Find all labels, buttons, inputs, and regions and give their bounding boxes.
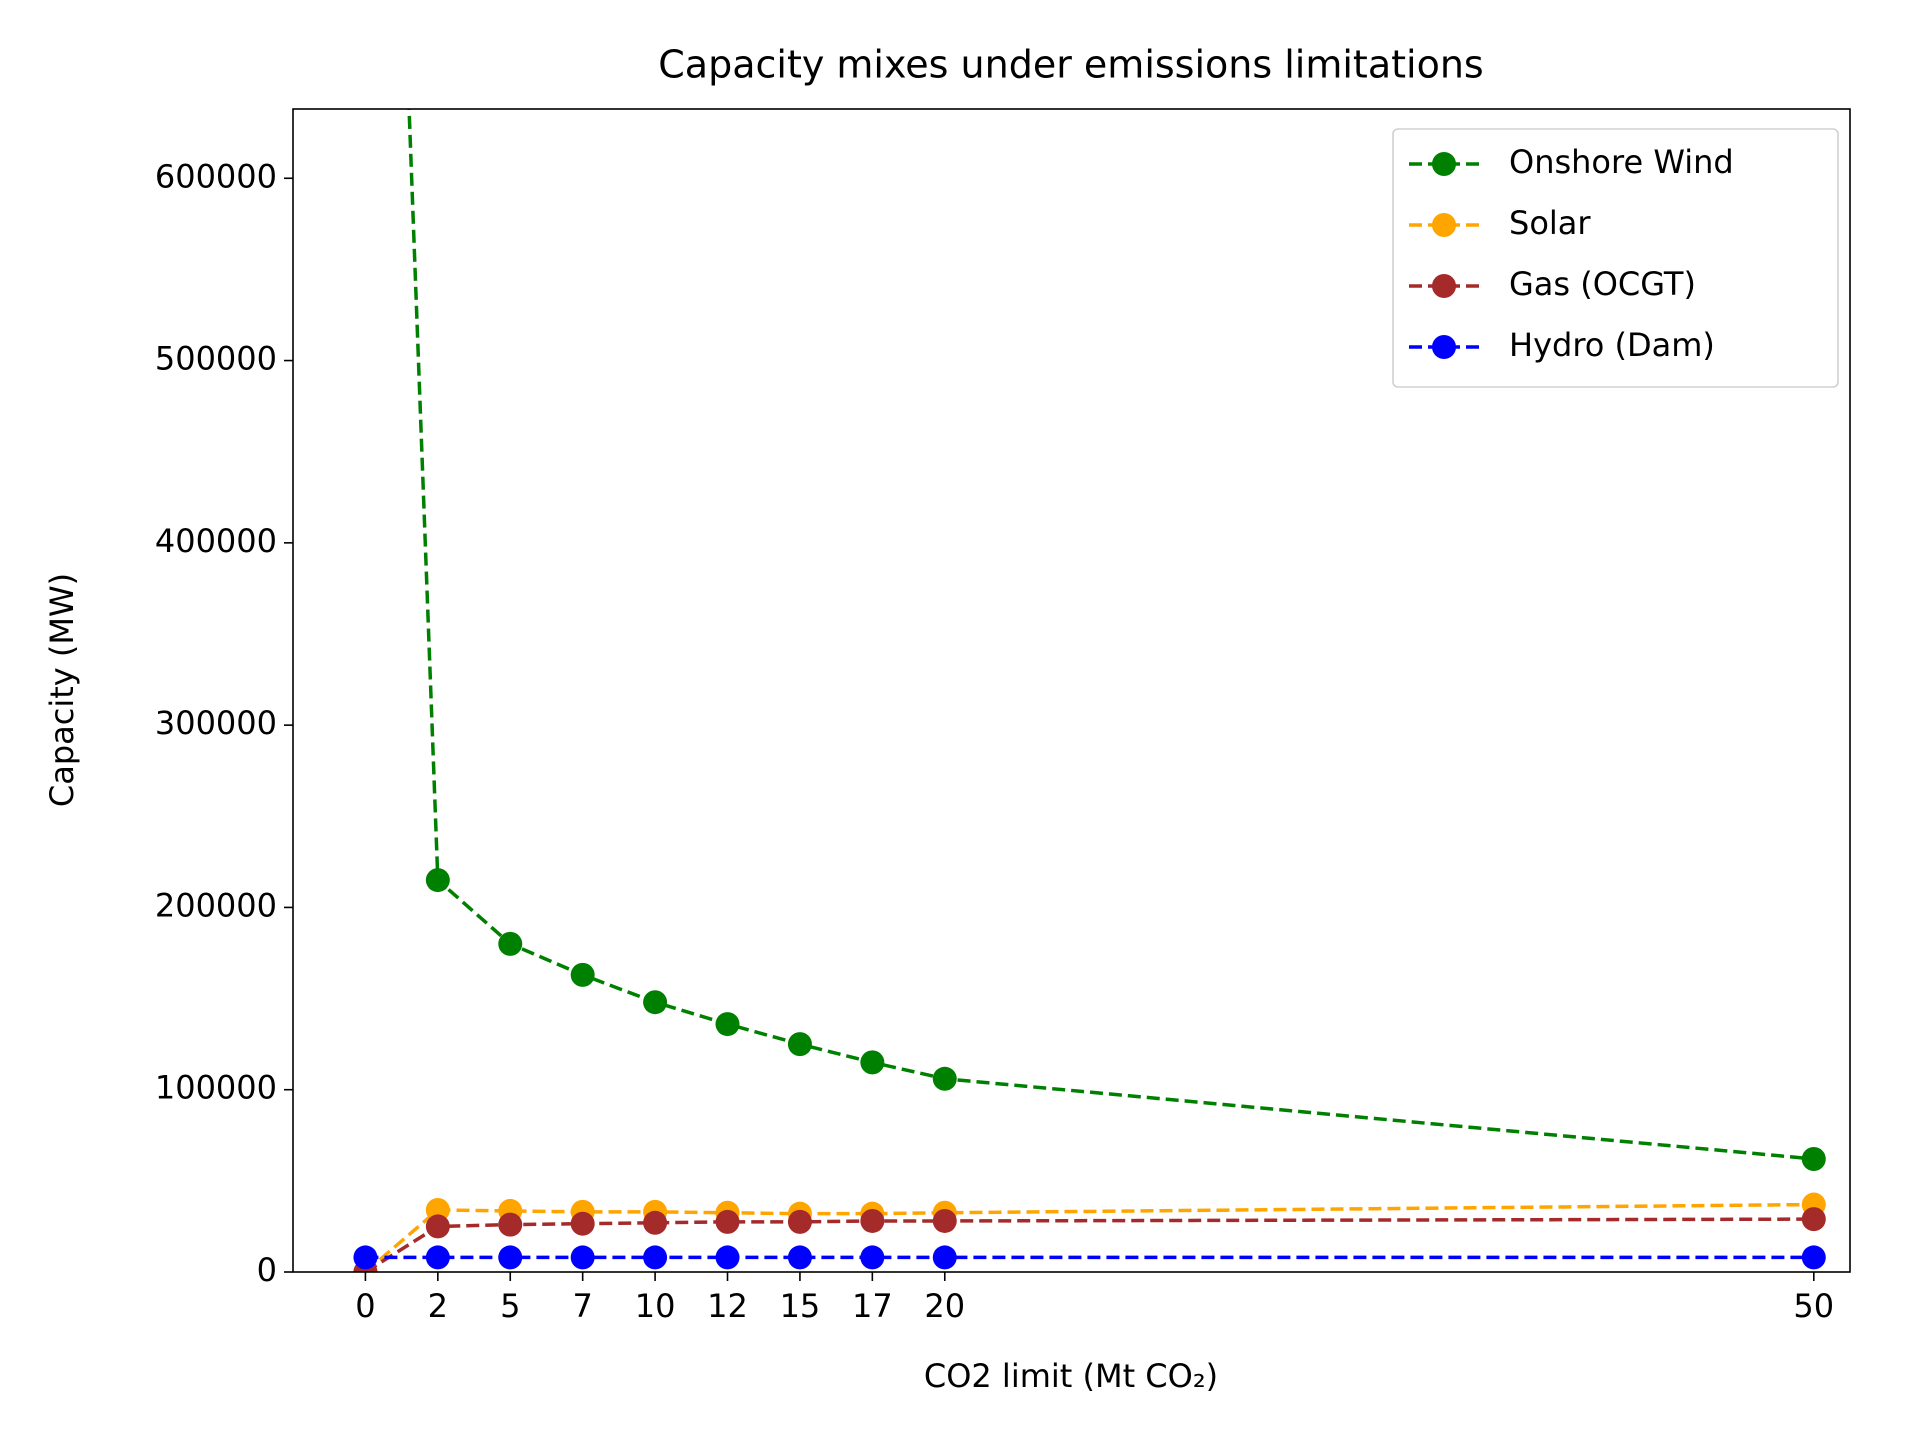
series-marker — [425, 868, 450, 893]
x-tick-label: 15 — [780, 1287, 821, 1325]
series-marker — [787, 1209, 812, 1234]
series-marker — [787, 1032, 812, 1057]
series-marker — [932, 1245, 957, 1270]
y-tick-label: 200000 — [155, 886, 277, 924]
series-marker — [498, 931, 523, 956]
series-marker — [570, 1211, 595, 1236]
y-tick-label: 100000 — [155, 1069, 277, 1107]
series-marker — [715, 1012, 740, 1037]
legend-marker — [1432, 335, 1456, 359]
series-marker — [932, 1066, 957, 1091]
series-marker — [715, 1209, 740, 1234]
series-line — [364, 1202, 1814, 1272]
series-marker — [570, 962, 595, 987]
series-marker — [932, 1208, 957, 1233]
series-line — [364, 1217, 1814, 1272]
chart-title: Capacity mixes under emissions limitatio… — [658, 43, 1483, 87]
series-marker — [498, 1245, 523, 1270]
x-axis-label: CO2 limit (Mt CO₂) — [924, 1357, 1218, 1395]
x-tick-label: 2 — [428, 1287, 448, 1325]
legend-label: Solar — [1509, 204, 1591, 242]
x-tick-label: 17 — [852, 1287, 893, 1325]
series-marker — [498, 1212, 523, 1237]
legend-marker — [1432, 213, 1456, 237]
x-tick-label: 50 — [1793, 1287, 1834, 1325]
y-axis-label: Capacity (MW) — [43, 573, 81, 807]
legend-label: Hydro (Dam) — [1509, 326, 1715, 364]
series-marker — [787, 1245, 812, 1270]
series-marker — [570, 1245, 595, 1270]
series-marker — [1801, 1245, 1826, 1270]
series-marker — [860, 1050, 885, 1075]
series-marker — [715, 1245, 740, 1270]
x-tick-label: 12 — [707, 1287, 748, 1325]
x-tick-label: 10 — [635, 1287, 676, 1325]
y-tick-label: 0 — [257, 1251, 277, 1289]
series-marker — [425, 1214, 450, 1239]
series-line — [407, 109, 1814, 1161]
series-marker — [643, 1245, 668, 1270]
series-marker — [425, 1198, 450, 1223]
x-tick-label: 20 — [924, 1287, 965, 1325]
plot-frame — [292, 108, 1851, 1273]
legend-marker — [1432, 152, 1456, 176]
y-tick-label: 600000 — [155, 157, 277, 195]
series-marker — [860, 1245, 885, 1270]
x-tick-label: 5 — [500, 1287, 520, 1325]
plot-area — [353, 109, 1826, 1272]
series-marker — [860, 1208, 885, 1233]
series-marker — [353, 1245, 378, 1270]
legend-label: Onshore Wind — [1509, 143, 1734, 181]
legend-box — [1392, 128, 1839, 388]
y-tick-label: 400000 — [155, 522, 277, 560]
x-tick-label: 0 — [355, 1287, 375, 1325]
series-marker — [1801, 1146, 1826, 1171]
series-marker — [643, 990, 668, 1015]
x-tick-label: 7 — [572, 1287, 592, 1325]
legend-label: Gas (OCGT) — [1509, 265, 1696, 303]
series-marker — [643, 1210, 668, 1235]
y-tick-label: 500000 — [155, 340, 277, 378]
series-marker — [425, 1245, 450, 1270]
legend-marker — [1432, 274, 1456, 298]
y-tick-label: 300000 — [155, 704, 277, 742]
series-marker — [1801, 1207, 1826, 1232]
